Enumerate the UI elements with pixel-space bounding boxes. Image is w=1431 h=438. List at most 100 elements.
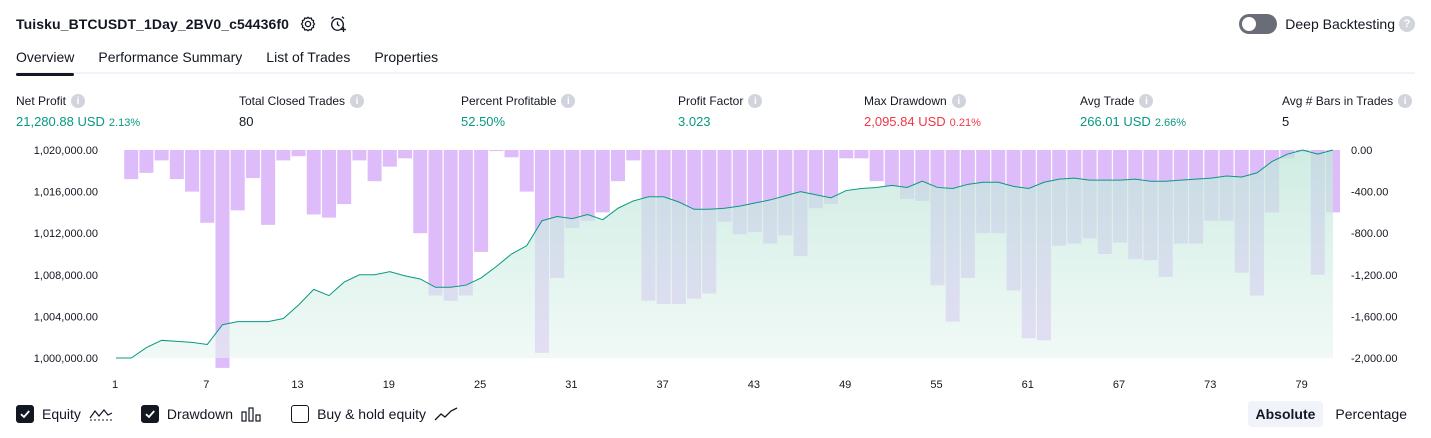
drawdown-bar bbox=[413, 150, 428, 234]
x-axis-tick: 7 bbox=[203, 379, 209, 391]
settings-gear-icon[interactable] bbox=[297, 13, 319, 35]
equity-line bbox=[116, 149, 1334, 359]
drawdown-bar bbox=[717, 150, 732, 222]
metric-label: Percent Profitable bbox=[461, 94, 557, 108]
drawdown-bar bbox=[458, 150, 473, 296]
drawdown-bar bbox=[884, 150, 899, 187]
metric-percent: 2.66% bbox=[1154, 117, 1187, 129]
drawdown-bar bbox=[854, 150, 869, 159]
drawdown-bar bbox=[276, 150, 291, 161]
legend-drawdown[interactable]: Drawdown bbox=[140, 405, 263, 423]
x-axis-tick: 73 bbox=[1204, 379, 1216, 391]
drawdown-bar bbox=[489, 150, 504, 152]
metric-percent-profitable: Percent Profitable i 52.50% bbox=[461, 93, 576, 129]
drawdown-bar bbox=[215, 150, 230, 368]
metric-percent: 0.21% bbox=[949, 117, 981, 129]
info-icon[interactable]: i bbox=[1398, 94, 1413, 108]
drawdown-bar bbox=[321, 150, 336, 218]
metric-profit-factor: Profit Factor i 3.023 bbox=[678, 93, 763, 129]
deep-backtesting-toggle[interactable] bbox=[1239, 14, 1278, 34]
help-icon[interactable]: ? bbox=[1399, 16, 1415, 32]
equity-drawdown-chart[interactable]: 1,020,000.00 1,016,000.00 1,012,000.00 1,00… bbox=[0, 140, 1431, 392]
drawdown-bar bbox=[291, 150, 306, 157]
deep-backtesting-label: Deep Backtesting bbox=[1285, 16, 1395, 32]
percentage-mode-button[interactable]: Percentage bbox=[1335, 406, 1407, 422]
x-axis-tick: 31 bbox=[565, 379, 577, 391]
x-axis-tick: 79 bbox=[1295, 379, 1307, 391]
tab-performance-summary[interactable]: Performance Summary bbox=[98, 49, 243, 65]
deep-backtesting-control: Deep Backtesting ? bbox=[1239, 12, 1415, 36]
metric-value: 21,280.88 USD bbox=[16, 114, 105, 129]
tab-properties[interactable]: Properties bbox=[374, 49, 439, 65]
buy-hold-line-icon bbox=[434, 406, 458, 422]
metric-value: 80 bbox=[239, 114, 254, 129]
right-axis-tick: -400.00 bbox=[1351, 187, 1388, 199]
metric-label: Avg # Bars in Trades bbox=[1282, 94, 1394, 108]
tab-overview[interactable]: Overview bbox=[16, 44, 75, 76]
x-axis: 1 7 13 19 25 31 37 43 49 55 61 67 73 79 bbox=[112, 379, 1308, 391]
info-icon[interactable]: i bbox=[561, 94, 576, 108]
right-axis-tick: 0.00 bbox=[1351, 145, 1372, 157]
left-axis: 1,020,000.00 1,016,000.00 1,012,000.00 1,00… bbox=[34, 145, 98, 365]
metric-value: 52.50% bbox=[461, 114, 506, 129]
report-tabs: Overview Performance Summary List of Tra… bbox=[16, 44, 1415, 76]
left-axis-tick: 1,020,000.00 bbox=[34, 145, 98, 157]
drawdown-bar bbox=[337, 150, 352, 205]
strategy-title: Tuisku_BTCUSDT_1Day_2BV0_c54436f0 bbox=[16, 16, 290, 32]
add-alert-clock-icon[interactable] bbox=[327, 13, 349, 35]
left-axis-tick: 1,016,000.00 bbox=[34, 187, 98, 199]
absolute-mode-button[interactable]: Absolute bbox=[1247, 401, 1324, 427]
equity-wave-icon bbox=[89, 406, 113, 422]
info-icon[interactable]: i bbox=[350, 94, 365, 108]
metric-percent: 2.13% bbox=[108, 117, 141, 129]
tab-list-of-trades[interactable]: List of Trades bbox=[266, 49, 351, 65]
x-axis-tick: 55 bbox=[930, 379, 942, 391]
metric-label: Max Drawdown bbox=[864, 94, 947, 108]
buy-hold-checkbox[interactable] bbox=[291, 405, 310, 423]
x-axis-tick: 37 bbox=[657, 379, 669, 391]
legend-equity[interactable]: Equity bbox=[16, 405, 113, 423]
legend-buy-hold-equity[interactable]: Buy & hold equity bbox=[291, 405, 458, 423]
drawdown-bar bbox=[839, 150, 854, 159]
legend-label: Equity bbox=[42, 406, 81, 422]
strategy-header: Tuisku_BTCUSDT_1Day_2BV0_c54436f0 bbox=[16, 12, 349, 36]
info-icon[interactable]: i bbox=[1139, 94, 1154, 108]
metric-total-closed-trades: Total Closed Trades i 80 bbox=[239, 93, 365, 129]
chart-legend: Equity Drawdown Buy & hold equity bbox=[16, 403, 486, 425]
drawdown-bar bbox=[474, 150, 489, 252]
drawdown-bar bbox=[230, 150, 245, 211]
drawdown-bar bbox=[139, 150, 154, 173]
drawdown-bar bbox=[154, 150, 169, 161]
drawdown-bar bbox=[306, 150, 321, 215]
drawdown-bar bbox=[611, 150, 626, 182]
info-icon[interactable]: i bbox=[951, 94, 966, 108]
drawdown-bar bbox=[169, 150, 184, 180]
drawdown-bar bbox=[261, 150, 276, 225]
metric-label: Total Closed Trades bbox=[239, 94, 346, 108]
right-axis: 0.00 -400.00 -800.00 -1,200.00 -1,600.00 -2,0… bbox=[1351, 145, 1397, 365]
drawdown-bar bbox=[823, 150, 838, 205]
left-axis-tick: 1,000,000.00 bbox=[34, 353, 98, 365]
drawdown-bar bbox=[428, 150, 443, 296]
drawdown-bar bbox=[398, 150, 413, 159]
x-axis-tick: 1 bbox=[112, 379, 118, 391]
equity-checkbox[interactable] bbox=[16, 405, 34, 423]
x-axis-tick: 19 bbox=[383, 379, 395, 391]
left-axis-tick: 1,008,000.00 bbox=[34, 270, 98, 282]
drawdown-bar bbox=[595, 150, 610, 213]
legend-label: Drawdown bbox=[166, 406, 234, 422]
right-axis-tick: -800.00 bbox=[1351, 228, 1388, 240]
metric-value: 3.023 bbox=[678, 114, 711, 129]
right-axis-tick: -2,000.00 bbox=[1351, 353, 1397, 365]
right-axis-tick: -1,600.00 bbox=[1351, 311, 1397, 323]
drawdown-bar bbox=[626, 150, 641, 161]
info-icon[interactable]: i bbox=[71, 94, 86, 108]
drawdown-bar bbox=[367, 150, 382, 182]
drawdown-checkbox[interactable] bbox=[140, 405, 159, 423]
x-axis-tick: 67 bbox=[1113, 379, 1125, 391]
equity-area bbox=[116, 150, 1333, 358]
drawdown-bar bbox=[869, 150, 884, 182]
drawdown-bar bbox=[382, 150, 397, 167]
info-icon[interactable]: i bbox=[748, 94, 763, 108]
metric-avg-bars-in-trades: Avg # Bars in Trades i 5 bbox=[1282, 93, 1413, 129]
